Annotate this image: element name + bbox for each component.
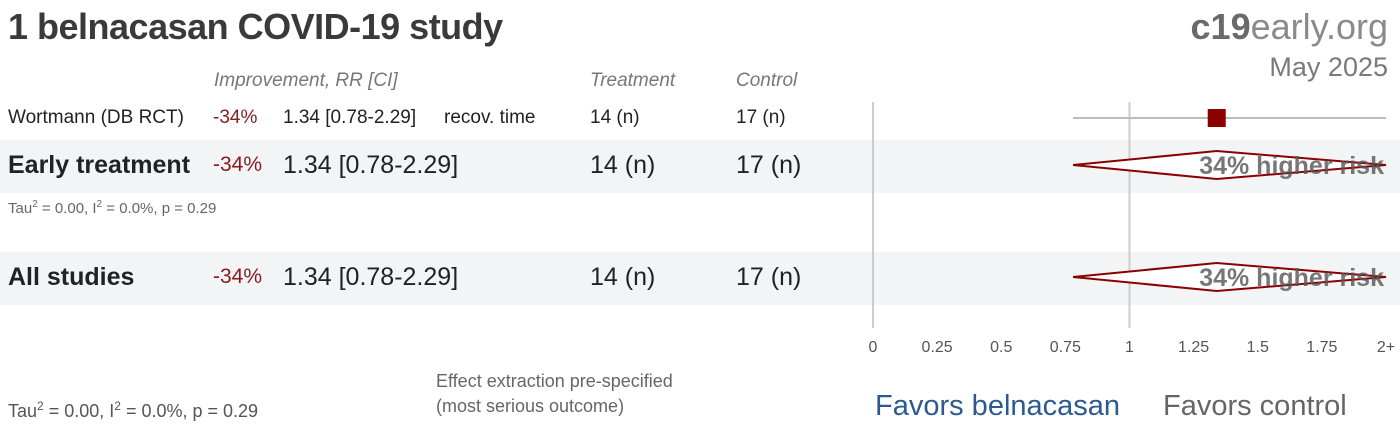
stat-sup-b: 2	[96, 199, 103, 210]
favors-treatment-label: Favors belnacasan	[875, 390, 1121, 422]
brand-logo: c19early.org	[1191, 6, 1388, 48]
study-treatment: 14 (n)	[590, 107, 640, 128]
early-control-n: 17 (n)	[736, 151, 802, 179]
study-control: 17 (n)	[736, 107, 786, 128]
x-tick-label: 0.75	[1050, 339, 1081, 356]
pooled-diamond	[1072, 261, 1387, 293]
stat-eq: = 0.00, I	[37, 200, 97, 217]
x-tick-label: 0.5	[990, 339, 1012, 356]
early-improvement: -34%	[213, 153, 263, 176]
study-improvement: -34%	[213, 107, 258, 128]
early-treatment-n: 14 (n)	[590, 151, 656, 179]
study-label[interactable]: Wortmann (DB RCT)	[8, 107, 184, 128]
footer-stats: Tau2 = 0.00, I2 = 0.0%, p = 0.29	[8, 399, 258, 422]
early-rr-ci: 1.34 [0.78-2.29]	[283, 151, 459, 179]
stat-rest: = 0.0%, p = 0.29	[102, 200, 217, 217]
all-treatment-n: 14 (n)	[590, 263, 656, 291]
x-tick-label: 0	[869, 339, 878, 356]
extraction-note: Effect extraction pre-specified (most ser…	[436, 369, 673, 419]
x-tick-label: 1	[1125, 339, 1134, 356]
stat-sup: 2	[32, 199, 38, 210]
x-tick-label: 2+	[1377, 339, 1395, 356]
all-improvement: -34%	[213, 265, 263, 288]
all-rr-ci: 1.34 [0.78-2.29]	[283, 263, 459, 291]
x-tick-label: 0.25	[922, 339, 953, 356]
study-point-marker	[1207, 109, 1226, 127]
header-improvement: Improvement, RR [CI]	[214, 70, 398, 91]
pooled-risk-label: 34% higher risk	[1199, 264, 1384, 292]
all-studies-label: All studies	[8, 263, 135, 291]
footer-stat-sup-b: 2	[114, 399, 121, 413]
early-stats: Tau2 = 0.00, I2 = 0.0%, p = 0.29	[8, 199, 216, 217]
study-rr-ci: 1.34 [0.78-2.29]	[283, 107, 417, 128]
favors-control-label: Favors control	[1163, 390, 1347, 422]
note-line-2: (most serious outcome)	[436, 396, 625, 416]
report-date: May 2025	[1269, 52, 1388, 82]
all-control-n: 17 (n)	[736, 263, 802, 291]
page-title: 1 belnacasan COVID-19 study	[8, 6, 503, 47]
footer-stat-sup: 2	[37, 399, 44, 413]
pooled-risk-label: 34% higher risk	[1199, 152, 1384, 180]
study-outcome: recov. time	[444, 107, 536, 128]
brand-rest: early.org	[1250, 6, 1388, 47]
footer-stat-rest: = 0.0%, p = 0.29	[120, 401, 259, 421]
footer-stat-tau: Tau	[8, 401, 38, 421]
x-tick-label: 1.25	[1178, 339, 1209, 356]
pooled-diamond	[1072, 149, 1387, 181]
header-treatment: Treatment	[590, 70, 676, 91]
stat-tau: Tau	[8, 200, 33, 217]
header-control: Control	[736, 70, 798, 91]
note-line-1: Effect extraction pre-specified	[436, 371, 673, 391]
brand-bold: c19	[1190, 6, 1251, 47]
footer-stat-eq: = 0.00, I	[43, 401, 115, 421]
x-tick-label: 1.5	[1247, 339, 1269, 356]
x-tick-label: 1.75	[1306, 339, 1337, 356]
early-treatment-label: Early treatment	[8, 151, 191, 179]
